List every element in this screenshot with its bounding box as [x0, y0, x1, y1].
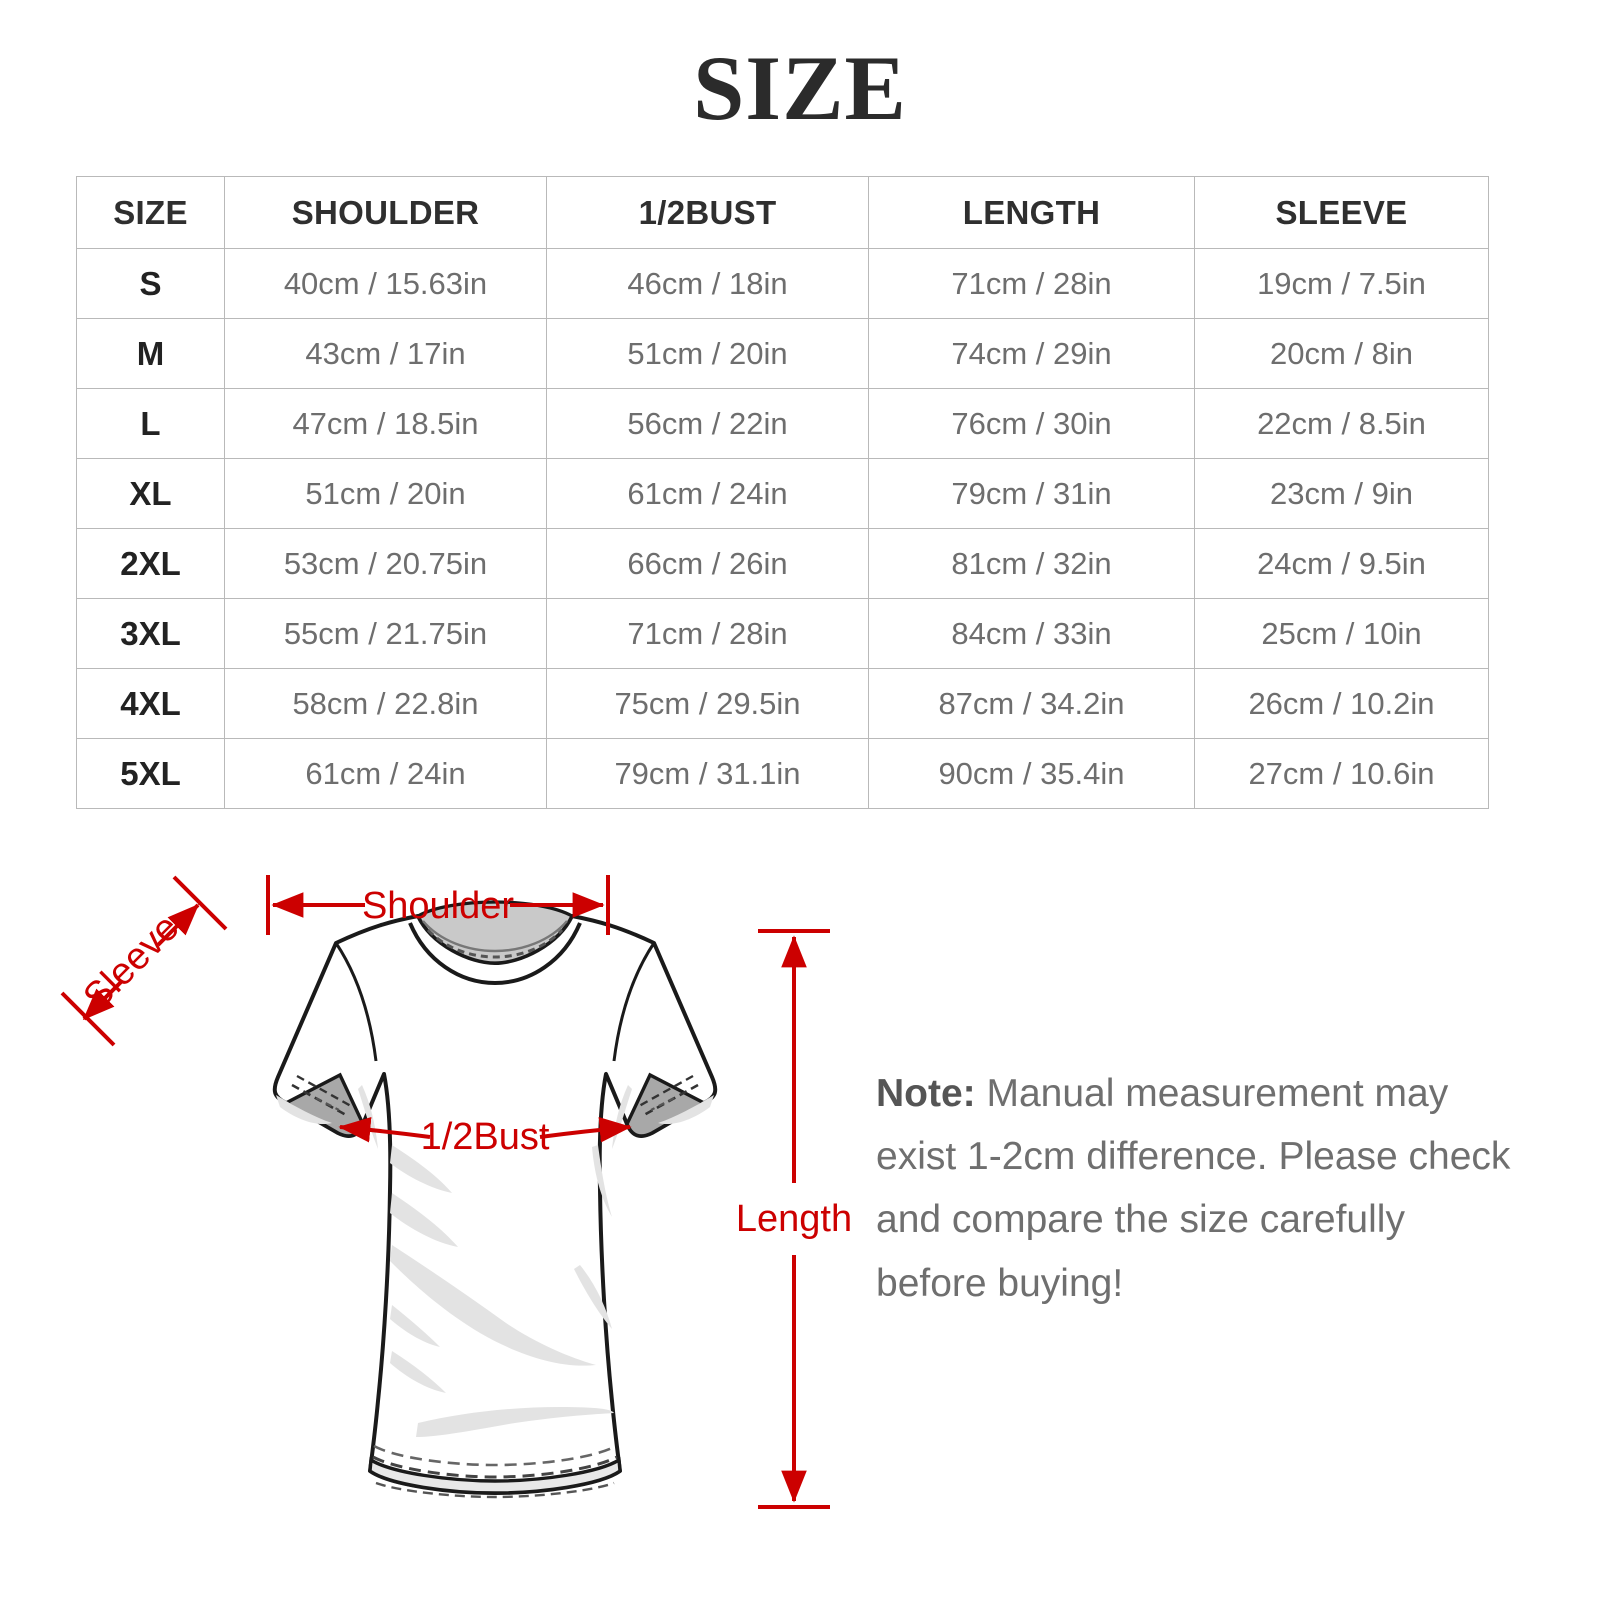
table-header-row: SIZE SHOULDER 1/2BUST LENGTH SLEEVE [76, 176, 1489, 249]
cell-shoulder: 61cm / 24in [224, 738, 547, 809]
length-measure-annotation: Length [736, 929, 852, 1509]
cell-shoulder: 58cm / 22.8in [224, 668, 547, 739]
cell-size: M [76, 318, 225, 389]
length-label: Length [736, 1198, 852, 1240]
hem-stitch-1 [372, 1455, 618, 1479]
cell-sleeve: 23cm / 9in [1194, 458, 1489, 529]
sleeve-measure-annotation: Sleeve [60, 875, 228, 1047]
size-table: SIZE SHOULDER 1/2BUST LENGTH SLEEVE S 40… [76, 176, 1489, 809]
size-table-header: SIZE SHOULDER 1/2BUST LENGTH SLEEVE [76, 176, 1489, 249]
right-cuff-stitch-3 [650, 1097, 675, 1111]
cell-size: 2XL [76, 528, 225, 599]
cell-bust: 75cm / 29.5in [546, 668, 869, 739]
cell-bust: 46cm / 18in [546, 248, 869, 319]
table-row: S 40cm / 15.63in 46cm / 18in 71cm / 28in… [76, 248, 1489, 319]
left-cuff-stitch-3 [315, 1097, 340, 1111]
cell-length: 81cm / 32in [868, 528, 1195, 599]
cell-length: 87cm / 34.2in [868, 668, 1195, 739]
cell-length: 71cm / 28in [868, 248, 1195, 319]
table-row: 5XL 61cm / 24in 79cm / 31.1in 90cm / 35.… [76, 738, 1489, 809]
sleeve-arrow-upper [156, 903, 200, 947]
shoulder-measure-annotation: Shoulder [266, 875, 610, 935]
cell-bust: 79cm / 31.1in [546, 738, 869, 809]
tshirt-measurement-diagram: Shoulder Sleeve 1/2Bust [40, 845, 870, 1545]
sleeve-label: Sleeve [76, 907, 188, 1019]
cell-bust: 56cm / 22in [546, 388, 869, 459]
shoulder-label: Shoulder [362, 885, 514, 927]
hem-stitch-2 [373, 1444, 617, 1467]
half-bust-arrow-right [539, 1117, 632, 1143]
cell-length: 76cm / 30in [868, 388, 1195, 459]
tshirt-body-outline [272, 914, 718, 1495]
table-row: 2XL 53cm / 20.75in 66cm / 26in 81cm / 32… [76, 528, 1489, 599]
table-row: XL 51cm / 20in 61cm / 24in 79cm / 31in 2… [76, 458, 1489, 529]
cell-sleeve: 26cm / 10.2in [1194, 668, 1489, 739]
cell-shoulder: 53cm / 20.75in [224, 528, 547, 599]
half-bust-label: 1/2Bust [421, 1116, 550, 1158]
collar-ribbing [426, 928, 564, 959]
size-table-body: S 40cm / 15.63in 46cm / 18in 71cm / 28in… [76, 248, 1489, 809]
shoulder-seam-left [334, 942, 378, 1062]
table-row: L 47cm / 18.5in 56cm / 22in 76cm / 30in … [76, 388, 1489, 459]
sleeve-cap-upper [172, 875, 228, 931]
cell-shoulder: 43cm / 17in [224, 318, 547, 389]
cell-sleeve: 20cm / 8in [1194, 318, 1489, 389]
cell-sleeve: 27cm / 10.6in [1194, 738, 1489, 809]
note-label: Note: [876, 1072, 976, 1115]
cell-bust: 51cm / 20in [546, 318, 869, 389]
column-header-length: LENGTH [868, 176, 1195, 249]
left-cuff-stitch-2 [296, 1074, 352, 1108]
cell-size: L [76, 388, 225, 459]
table-row: 4XL 58cm / 22.8in 75cm / 29.5in 87cm / 3… [76, 668, 1489, 739]
right-cuff-stitch-2 [638, 1074, 694, 1108]
cell-bust: 66cm / 26in [546, 528, 869, 599]
cell-length: 74cm / 29in [868, 318, 1195, 389]
hem-band [368, 1457, 622, 1495]
collar-inner-seam [422, 920, 568, 953]
hem-stitch-3 [375, 1481, 615, 1499]
cell-shoulder: 40cm / 15.63in [224, 248, 547, 319]
tshirt-illustration [272, 900, 718, 1499]
cell-sleeve: 22cm / 8.5in [1194, 388, 1489, 459]
shoulder-seam-right [612, 942, 656, 1062]
cell-sleeve: 24cm / 9.5in [1194, 528, 1489, 599]
cell-size: 5XL [76, 738, 225, 809]
note-text: Manual measurement may exist 1-2cm diffe… [876, 1072, 1511, 1305]
page-title: SIZE [693, 37, 907, 139]
cell-shoulder: 47cm / 18.5in [224, 388, 547, 459]
table-row: 3XL 55cm / 21.75in 71cm / 28in 84cm / 33… [76, 598, 1489, 669]
note-block: Note: Manual measurement may exist 1-2cm… [876, 1062, 1516, 1315]
column-header-bust: 1/2BUST [546, 176, 869, 249]
half-bust-arrow-left [338, 1117, 431, 1143]
collar-inner [415, 900, 575, 965]
half-bust-measure-annotation: 1/2Bust [338, 1116, 632, 1158]
cell-size: 4XL [76, 668, 225, 739]
cell-bust: 71cm / 28in [546, 598, 869, 669]
cell-size: S [76, 248, 225, 319]
cell-sleeve: 25cm / 10in [1194, 598, 1489, 669]
cell-length: 90cm / 35.4in [868, 738, 1195, 809]
cell-length: 79cm / 31in [868, 458, 1195, 529]
cell-size: 3XL [76, 598, 225, 669]
table-row: M 43cm / 17in 51cm / 20in 74cm / 29in 20… [76, 318, 1489, 389]
cell-bust: 61cm / 24in [546, 458, 869, 529]
collar-outer-band [408, 922, 582, 986]
cell-sleeve: 19cm / 7.5in [1194, 248, 1489, 319]
sleeve-arrow-lower [82, 979, 124, 1021]
column-header-shoulder: SHOULDER [224, 176, 547, 249]
cell-length: 84cm / 33in [868, 598, 1195, 669]
column-header-sleeve: SLEEVE [1194, 176, 1489, 249]
size-table-container: SIZE SHOULDER 1/2BUST LENGTH SLEEVE S 40… [76, 176, 1489, 809]
fabric-shading [276, 1085, 714, 1437]
cell-size: XL [76, 458, 225, 529]
cell-shoulder: 51cm / 20in [224, 458, 547, 529]
cell-shoulder: 55cm / 21.75in [224, 598, 547, 669]
column-header-size: SIZE [76, 176, 225, 249]
